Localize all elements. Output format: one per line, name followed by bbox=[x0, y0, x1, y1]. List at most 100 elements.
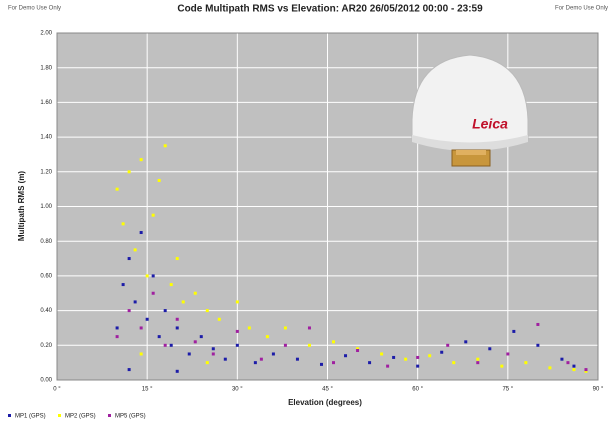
scatter-point bbox=[356, 349, 360, 353]
scatter-point bbox=[175, 257, 179, 261]
scatter-point bbox=[139, 231, 143, 235]
x-axis-title: Elevation (degrees) bbox=[288, 398, 362, 407]
scatter-point bbox=[139, 158, 143, 162]
y-tick-label: 1.40 bbox=[40, 135, 52, 141]
scatter-point bbox=[380, 352, 384, 356]
scatter-point bbox=[121, 222, 125, 226]
scatter-point bbox=[476, 357, 480, 361]
scatter-point bbox=[199, 335, 203, 339]
scatter-point bbox=[139, 352, 143, 356]
scatter-point bbox=[151, 291, 155, 295]
scatter-point bbox=[169, 343, 173, 347]
scatter-point bbox=[392, 355, 396, 359]
y-tick-label: 2.00 bbox=[40, 31, 52, 37]
scatter-point bbox=[572, 368, 576, 372]
scatter-point bbox=[536, 322, 540, 326]
scatter-point bbox=[127, 170, 131, 174]
scatter-point bbox=[440, 350, 444, 354]
scatter-point bbox=[524, 361, 528, 365]
scatter-point bbox=[488, 347, 492, 351]
legend-label: MP5 (GPS) bbox=[115, 414, 146, 420]
scatter-point bbox=[115, 326, 119, 330]
plot-frame bbox=[56, 32, 599, 381]
scatter-point bbox=[344, 354, 348, 358]
scatter-point bbox=[476, 361, 480, 365]
scatter-point bbox=[416, 364, 420, 368]
y-tick-label: 1.80 bbox=[40, 65, 52, 71]
scatter-point bbox=[356, 347, 360, 351]
x-tick-label: 30 ° bbox=[232, 387, 243, 393]
legend-label: MP2 (GPS) bbox=[65, 414, 96, 420]
scatter-point bbox=[265, 335, 269, 339]
scatter-point bbox=[175, 326, 179, 330]
scatter-point bbox=[295, 357, 299, 361]
scatter-point bbox=[404, 357, 408, 361]
legend-swatch bbox=[58, 414, 61, 417]
scatter-point bbox=[133, 300, 137, 304]
scatter-point bbox=[235, 300, 239, 304]
scatter-point bbox=[211, 347, 215, 351]
demo-note: For Demo Use Only bbox=[8, 6, 61, 12]
scatter-point bbox=[572, 364, 576, 368]
scatter-point bbox=[163, 343, 167, 347]
scatter-point bbox=[332, 361, 336, 365]
scatter-point bbox=[307, 326, 311, 330]
y-tick-label: 1.20 bbox=[40, 169, 52, 175]
scatter-point bbox=[446, 343, 450, 347]
scatter-point bbox=[193, 291, 197, 295]
x-tick-label: 60 ° bbox=[412, 387, 423, 393]
scatter-point bbox=[560, 357, 564, 361]
scatter-point bbox=[217, 317, 221, 321]
scatter-point bbox=[145, 317, 149, 321]
chart-title: Code Multipath RMS vs Elevation: AR20 26… bbox=[177, 4, 483, 15]
antenna-logo: Leica bbox=[472, 116, 508, 132]
scatter-point bbox=[139, 326, 143, 330]
x-tick-label: 75 ° bbox=[502, 387, 513, 393]
y-tick-label: 0.40 bbox=[40, 308, 52, 314]
scatter-point bbox=[145, 274, 149, 278]
scatter-point bbox=[332, 340, 336, 344]
scatter-point bbox=[127, 309, 131, 313]
scatter-point bbox=[536, 343, 540, 347]
scatter-point bbox=[157, 178, 161, 182]
scatter-point bbox=[133, 248, 137, 252]
scatter-point bbox=[205, 361, 209, 365]
scatter-point bbox=[187, 352, 191, 356]
scatter-point bbox=[181, 300, 185, 304]
scatter-point bbox=[163, 144, 167, 148]
demo-note: For Demo Use Only bbox=[555, 6, 608, 12]
scatter-point bbox=[584, 369, 588, 373]
x-tick-label: 15 ° bbox=[142, 387, 153, 393]
scatter-point bbox=[584, 368, 588, 372]
y-tick-label: 0.80 bbox=[40, 239, 52, 245]
scatter-point bbox=[307, 343, 311, 347]
scatter-point bbox=[428, 354, 432, 358]
y-tick-label: 0.20 bbox=[40, 343, 52, 349]
scatter-point bbox=[193, 340, 197, 344]
scatter-point bbox=[283, 326, 287, 330]
scatter-point bbox=[271, 352, 275, 356]
y-tick-label: 0.60 bbox=[40, 273, 52, 279]
scatter-point bbox=[169, 283, 173, 287]
scatter-point bbox=[506, 352, 510, 356]
scatter-point bbox=[127, 368, 131, 372]
scatter-point bbox=[247, 326, 251, 330]
scatter-point bbox=[500, 364, 504, 368]
y-tick-label: 1.60 bbox=[40, 100, 52, 106]
scatter-point bbox=[235, 329, 239, 333]
scatter-point bbox=[416, 355, 420, 359]
y-tick-label: 1.00 bbox=[40, 204, 52, 210]
scatter-point bbox=[253, 361, 257, 365]
y-axis-title: Multipath RMS (m) bbox=[17, 171, 26, 242]
scatter-point bbox=[223, 357, 227, 361]
scatter-point bbox=[566, 361, 570, 365]
scatter-point bbox=[211, 352, 215, 356]
scatter-point bbox=[121, 283, 125, 287]
scatter-point bbox=[175, 369, 179, 373]
scatter-point bbox=[386, 364, 390, 368]
scatter-point bbox=[512, 329, 516, 333]
scatter-point bbox=[259, 357, 263, 361]
scatter-point bbox=[235, 343, 239, 347]
x-tick-label: 0 ° bbox=[53, 387, 61, 393]
